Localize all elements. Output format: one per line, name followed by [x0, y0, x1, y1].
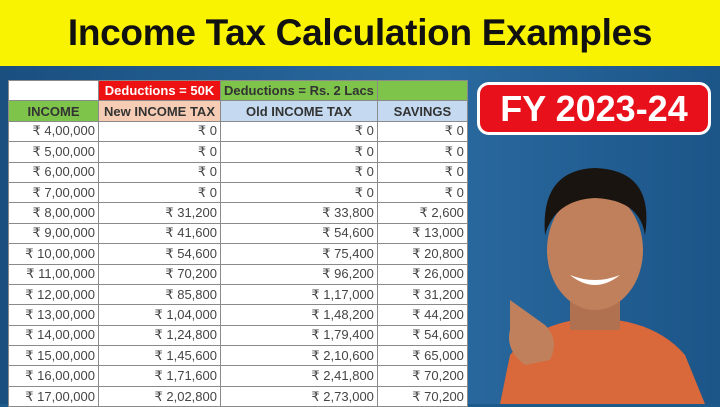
table-row-cell: ₹ 0: [376, 141, 468, 163]
table-row-cell: ₹ 26,000: [376, 263, 468, 285]
table-row: ₹ 17,00,000 ₹ 2,02,800 ₹ 2,73,000 ₹ 70,200: [8, 385, 468, 407]
table-row-cell: ₹ 31,200: [376, 283, 468, 306]
table-row-cell: ₹ 0: [376, 161, 468, 183]
table-row-cell: ₹ 70,200: [376, 385, 468, 407]
header-row-cell: Old INCOME TAX: [220, 100, 378, 122]
table-row-cell: ₹ 0: [98, 120, 221, 143]
table-row-cell: ₹ 15,00,000: [8, 345, 99, 367]
table-row-cell: ₹ 54,600: [220, 222, 378, 245]
table-row: ₹ 10,00,000 ₹ 54,600 ₹ 75,400 ₹ 20,800: [8, 243, 468, 265]
table-row-cell: ₹ 0: [220, 120, 378, 143]
table-row-cell: ₹ 0: [376, 181, 468, 204]
table-row-cell: ₹ 1,17,000: [220, 283, 378, 306]
table-row-cell: ₹ 44,200: [376, 304, 468, 326]
table-row-cell: ₹ 54,600: [98, 243, 221, 265]
table-row-cell: ₹ 0: [98, 181, 221, 204]
table-row-cell: ₹ 16,00,000: [8, 365, 99, 387]
tax-table: Deductions = 50K Deductions = Rs. 2 Lacs I…: [8, 79, 468, 407]
table-row-cell: ₹ 0: [220, 141, 378, 163]
table-row: ₹ 11,00,000 ₹ 70,200 ₹ 96,200 ₹ 26,000: [8, 263, 468, 285]
header-row: INCOME New INCOME TAX Old INCOME TAX SAVING…: [8, 100, 468, 122]
table-row-cell: ₹ 70,200: [376, 365, 468, 387]
table-row-cell: ₹ 5,00,000: [8, 141, 99, 163]
table-row-cell: ₹ 7,00,000: [8, 181, 99, 204]
table-row-cell: ₹ 75,400: [220, 243, 378, 265]
table-row-cell: ₹ 0: [220, 181, 378, 204]
table-row-cell: ₹ 1,45,600: [98, 345, 221, 367]
table-row-cell: ₹ 14,00,000: [8, 324, 99, 347]
smile: [570, 275, 620, 285]
table-row: ₹ 16,00,000 ₹ 1,71,600 ₹ 2,41,800 ₹ 70,200: [8, 365, 468, 387]
table-row: ₹ 13,00,000 ₹ 1,04,000 ₹ 1,48,200 ₹ 44,200: [8, 304, 468, 326]
table-row-cell: ₹ 20,800: [376, 243, 468, 265]
table-row-cell: ₹ 17,00,000: [8, 385, 99, 407]
table-row-cell: ₹ 0: [98, 161, 221, 183]
table-row-cell: ₹ 0: [376, 120, 468, 143]
table-row-cell: ₹ 13,00,000: [8, 304, 99, 326]
table-row-cell: ₹ 2,10,600: [220, 345, 378, 367]
table-row-cell: ₹ 10,00,000: [8, 243, 99, 265]
fy-badge: FY 2023-24: [477, 82, 711, 135]
title: Income Tax Calculation Examples: [67, 12, 653, 53]
table-row-cell: ₹ 65,000: [376, 345, 468, 367]
table-row: ₹ 12,00,000 ₹ 85,800 ₹ 1,17,000 ₹ 31,200: [8, 283, 468, 306]
table-row-cell: ₹ 2,41,800: [220, 365, 378, 387]
group-header-row: Deductions = 50K Deductions = Rs. 2 Lacs: [8, 79, 468, 102]
table-row-cell: ₹ 85,800: [98, 283, 221, 306]
table-row-cell: ₹ 96,200: [220, 263, 378, 285]
table-row-cell: ₹ 1,71,600: [98, 365, 221, 387]
hair: [544, 168, 647, 235]
table-row-cell: ₹ 33,800: [220, 202, 378, 224]
table-row-cell: ₹ 1,04,000: [98, 304, 221, 326]
table-row-cell: ₹ 13,000: [376, 222, 468, 245]
table-row-cell: ₹ 9,00,000: [8, 222, 99, 245]
group-header-row-cell: Deductions = 50K: [98, 79, 221, 102]
table-row-cell: ₹ 54,600: [376, 324, 468, 347]
table-row-cell: ₹ 0: [98, 141, 221, 163]
table-row-cell: ₹ 2,600: [376, 202, 468, 224]
table-row-cell: ₹ 12,00,000: [8, 283, 99, 306]
table-row-cell: ₹ 1,24,800: [98, 324, 221, 347]
table-row-cell: ₹ 41,600: [98, 222, 221, 245]
title-banner: Income Tax Calculation Examples: [0, 0, 720, 66]
group-header-row-cell: [8, 79, 99, 102]
table-row: ₹ 7,00,000 ₹ 0 ₹ 0 ₹ 0: [8, 181, 468, 204]
group-header-row-cell: Deductions = Rs. 2 Lacs: [220, 79, 378, 102]
table-row: ₹ 15,00,000 ₹ 1,45,600 ₹ 2,10,600 ₹ 65,000: [8, 345, 468, 367]
table-row-cell: ₹ 8,00,000: [8, 202, 99, 224]
table-row-cell: ₹ 1,48,200: [220, 304, 378, 326]
header-row-cell: INCOME: [8, 100, 99, 122]
header-row-cell: New INCOME TAX: [98, 100, 221, 122]
presenter-photo: [500, 168, 705, 404]
table-row-cell: ₹ 6,00,000: [8, 161, 99, 183]
table-row-cell: ₹ 4,00,000: [8, 120, 99, 143]
table-row-cell: ₹ 31,200: [98, 202, 221, 224]
table-row-cell: ₹ 1,79,400: [220, 324, 378, 347]
pointing-hand: [509, 300, 554, 365]
table-row: ₹ 14,00,000 ₹ 1,24,800 ₹ 1,79,400 ₹ 54,600: [8, 324, 468, 347]
header-row-cell: SAVINGS: [376, 100, 468, 122]
table-row-cell: ₹ 0: [220, 161, 378, 183]
face: [547, 190, 643, 310]
table-row: ₹ 5,00,000 ₹ 0 ₹ 0 ₹ 0: [8, 141, 468, 163]
table-row: ₹ 8,00,000 ₹ 31,200 ₹ 33,800 ₹ 2,600: [8, 202, 468, 224]
table-row: ₹ 6,00,000 ₹ 0 ₹ 0 ₹ 0: [8, 161, 468, 183]
table-row-cell: ₹ 11,00,000: [8, 263, 99, 285]
table-row-cell: ₹ 70,200: [98, 263, 221, 285]
table-row: ₹ 9,00,000 ₹ 41,600 ₹ 54,600 ₹ 13,000: [8, 222, 468, 245]
table-row: ₹ 4,00,000 ₹ 0 ₹ 0 ₹ 0: [8, 120, 468, 143]
group-header-row-cell: [376, 79, 468, 102]
